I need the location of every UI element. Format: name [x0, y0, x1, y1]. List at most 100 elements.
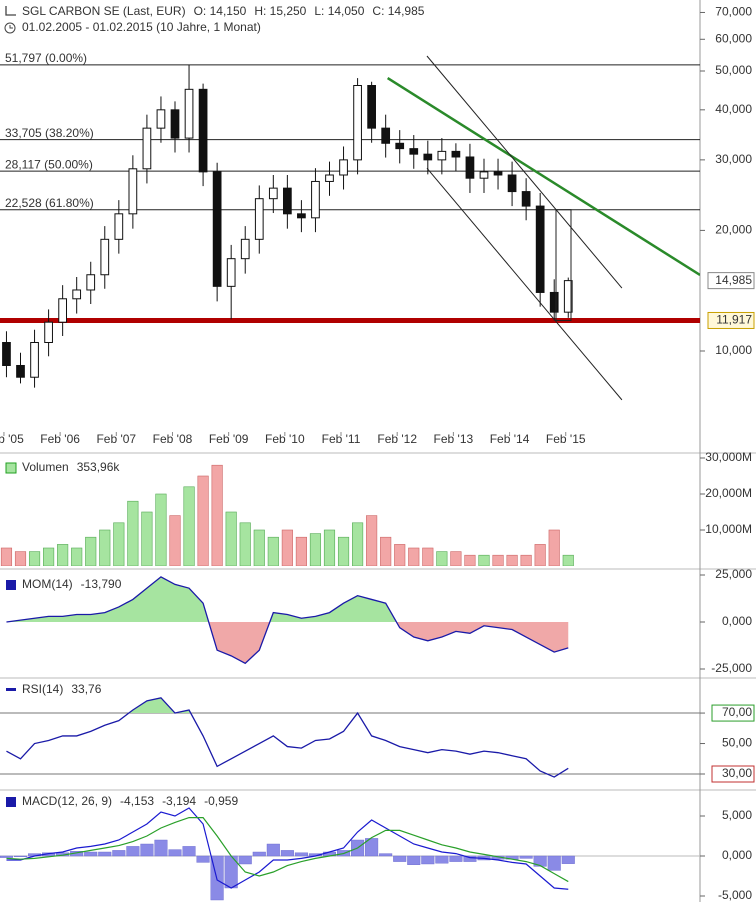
- legend-text: 33,76: [71, 682, 101, 696]
- volume-bar: [562, 554, 574, 566]
- histogram-bar: [182, 846, 196, 857]
- candle-body: [563, 280, 573, 313]
- legend-text: MACD(12, 26, 9): [22, 794, 112, 808]
- candle-body: [198, 88, 208, 173]
- volume-bar: [0, 547, 13, 566]
- legend-text: 353,96k: [77, 460, 121, 474]
- x-tick-label: Feb '15: [546, 432, 586, 446]
- y-tick-label: 5,000: [722, 808, 752, 822]
- x-tick-label: Feb '14: [490, 432, 530, 446]
- histogram-bar: [98, 851, 112, 857]
- y-tick-label: 30,000: [715, 152, 752, 166]
- histogram-bar: [407, 855, 421, 866]
- candle-body: [297, 213, 306, 219]
- volume-bar: [323, 529, 336, 566]
- volume-bar: [450, 551, 462, 566]
- volume-bar: [492, 554, 504, 566]
- histogram-bar: [140, 843, 154, 857]
- candle-body: [156, 109, 166, 129]
- candle-body: [423, 153, 433, 161]
- volume-bar: [141, 511, 153, 566]
- histogram-bar: [561, 855, 575, 864]
- y-tick-label: 10,000M: [705, 522, 752, 536]
- histogram-bar: [0, 855, 13, 858]
- volume-bar: [28, 551, 41, 566]
- y-tick-label: 70,00: [722, 705, 752, 719]
- candle-body: [254, 198, 264, 240]
- legend-text: -13,790: [81, 577, 122, 591]
- candle-body: [479, 171, 489, 179]
- histogram-bar: [126, 846, 140, 857]
- support-box: [707, 311, 755, 329]
- legend-icon: [6, 580, 16, 590]
- volume-bar: [295, 536, 307, 566]
- candle-body: [353, 85, 362, 161]
- x-tick-label: Feb '06: [40, 432, 80, 446]
- volume-bar: [281, 529, 293, 566]
- legend-text: -0,959: [204, 794, 238, 808]
- volume-bar: [548, 529, 560, 566]
- histogram-bar: [393, 855, 407, 862]
- candle-body: [409, 148, 419, 155]
- candle-body: [549, 291, 559, 313]
- histogram-bar: [533, 855, 547, 867]
- x-tick-label: Feb '08: [153, 432, 193, 446]
- volume-bar: [408, 547, 420, 566]
- volume-bar: [169, 515, 181, 566]
- volume-bar: [267, 536, 279, 566]
- candle-body: [381, 127, 391, 144]
- ohlc-label: L: 14,050: [314, 4, 364, 18]
- volume-bar: [211, 464, 223, 566]
- trendline: [386, 77, 700, 277]
- histogram-bar: [463, 855, 477, 862]
- legend-text: -4,153: [120, 794, 154, 808]
- x-tick-label: Feb '07: [96, 432, 136, 446]
- candle-body: [240, 238, 250, 260]
- candle-body: [465, 156, 475, 179]
- volume-bar: [422, 547, 434, 566]
- candle-body: [16, 364, 25, 378]
- last-price-box: [707, 272, 755, 290]
- legend-icon: [6, 688, 16, 691]
- histogram-bar: [519, 855, 533, 859]
- volume-bar: [43, 547, 55, 566]
- candle-body: [30, 341, 39, 378]
- candle-body: [114, 213, 124, 240]
- trendline: [426, 55, 623, 289]
- chart-subtitle: 01.02.2005 - 01.02.2015 (10 Jahre, 1 Mon…: [22, 20, 261, 34]
- y-tick-label: 20,000: [715, 223, 752, 237]
- histogram-bar: [196, 855, 210, 863]
- volume-bar: [14, 551, 27, 566]
- data-line: [6, 816, 569, 883]
- candle-body: [395, 142, 405, 150]
- candle-body: [86, 274, 96, 291]
- candle-body: [184, 88, 194, 139]
- histogram-bar: [435, 855, 449, 864]
- data-line: [6, 807, 569, 890]
- candle-body: [170, 109, 180, 139]
- volume-bar: [534, 544, 546, 566]
- volume-bar: [197, 475, 209, 566]
- panel-1: [0, 464, 574, 566]
- clock-icon: [4, 22, 16, 34]
- tick-label-box: [711, 765, 755, 783]
- volume-bar: [155, 493, 167, 566]
- histogram-bar: [421, 855, 435, 865]
- volume-bar: [380, 536, 392, 566]
- panel-2: [6, 576, 569, 665]
- histogram-bar: [84, 851, 98, 857]
- histogram-bar: [547, 855, 561, 871]
- x-tick-label: Feb '13: [434, 432, 474, 446]
- y-tick-label: 60,000: [715, 31, 752, 45]
- volume-bar: [239, 522, 251, 566]
- volume-bar: [436, 551, 448, 566]
- histogram-bar: [449, 855, 463, 862]
- volume-bar: [309, 533, 322, 566]
- volume-bar: [99, 529, 111, 566]
- volume-bar: [394, 544, 406, 566]
- histogram-bar: [168, 849, 182, 857]
- histogram-bar: [365, 838, 379, 857]
- panel-0: [0, 55, 700, 401]
- clock-hand: [9, 25, 13, 29]
